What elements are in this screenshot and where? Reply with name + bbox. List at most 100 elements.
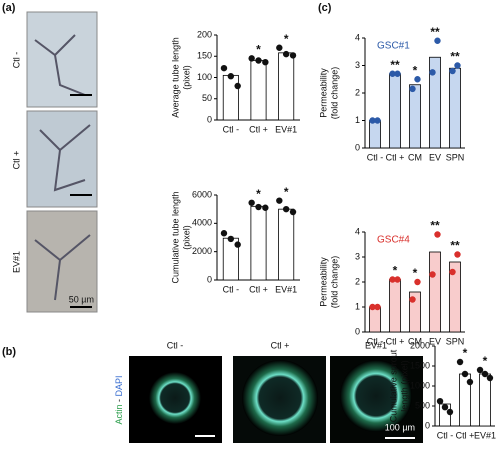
significance: * xyxy=(413,63,418,77)
y-tick-label: 3 xyxy=(355,251,360,261)
y-tick-label: 100 xyxy=(197,72,212,82)
row-label: EV#1 xyxy=(11,251,21,273)
data-point xyxy=(369,303,376,311)
data-point xyxy=(486,374,494,382)
y-tick-label: 2000 xyxy=(410,340,430,350)
data-point xyxy=(289,52,297,59)
x-tick-label: EV#1 xyxy=(474,430,496,440)
y-axis-label: Permeability xyxy=(318,257,328,307)
data-point xyxy=(429,69,436,76)
x-tick-label: Ctl - xyxy=(223,124,240,134)
data-point xyxy=(389,70,396,77)
bar xyxy=(449,261,461,333)
significance: * xyxy=(256,43,261,57)
micrographs-b: 100 µm Ctl - Ctl + EV#1 Actin - DAPI xyxy=(114,340,423,443)
col-label: Ctl + xyxy=(271,340,290,350)
x-tick-label: Ctl - xyxy=(223,284,240,294)
data-point xyxy=(409,85,416,93)
micrograph xyxy=(26,110,98,208)
data-point xyxy=(282,50,290,58)
data-point xyxy=(394,70,401,77)
data-point xyxy=(289,208,297,216)
bar xyxy=(250,60,267,121)
y-axis-label: Cumulative sprout xyxy=(388,349,398,422)
data-point xyxy=(394,276,401,283)
y-axis-label: (pixel) xyxy=(181,65,191,90)
y-tick-label: 2000 xyxy=(192,246,212,256)
y-tick-label: 1500 xyxy=(410,360,430,370)
x-tick-label: CM xyxy=(408,152,422,162)
data-point xyxy=(374,303,381,311)
data-point xyxy=(248,199,255,206)
panel-label: (a) xyxy=(2,2,16,14)
bar xyxy=(222,74,239,121)
significance: ** xyxy=(450,239,460,253)
y-axis-label: length (pixel) xyxy=(399,360,409,412)
y-tick-label: 4000 xyxy=(192,218,212,228)
data-point xyxy=(409,296,416,303)
x-tick-label: Ctl + xyxy=(456,430,475,440)
data-point xyxy=(234,241,241,248)
x-tick-label: EV xyxy=(429,336,441,346)
data-point xyxy=(255,57,262,64)
y-axis-label: (pixel) xyxy=(181,225,191,250)
significance: * xyxy=(284,185,289,199)
data-point xyxy=(454,251,461,258)
stain: Actin xyxy=(114,405,124,425)
x-tick-label: SPN xyxy=(446,336,465,346)
significance: * xyxy=(483,354,488,368)
y-tick-label: 4 xyxy=(355,32,360,42)
chart-label: GSC#1 xyxy=(377,41,410,52)
y-tick-label: 6000 xyxy=(192,189,212,199)
y-tick-label: 150 xyxy=(197,51,212,61)
data-point xyxy=(220,64,228,72)
col-label: Ctl - xyxy=(167,340,184,350)
col-label: EV#1 xyxy=(365,340,387,350)
data-point xyxy=(456,358,464,366)
data-point xyxy=(389,276,396,283)
bar xyxy=(278,52,295,121)
y-tick-label: 200 xyxy=(197,29,212,39)
bar xyxy=(479,373,491,427)
scale-label: 100 µm xyxy=(385,422,415,432)
data-point xyxy=(262,59,269,66)
data-point xyxy=(434,231,441,238)
y-axis-label: Permeability xyxy=(318,68,328,118)
micrographs-a: 50 µm Ctl - Ctl + EV#1 xyxy=(11,11,98,313)
data-point xyxy=(234,82,241,90)
data-point xyxy=(220,230,228,237)
x-tick-label: Ctl - xyxy=(367,336,384,346)
data-point xyxy=(441,404,449,411)
data-point xyxy=(374,117,381,124)
x-tick-label: EV#1 xyxy=(275,124,297,134)
y-tick-label: 1 xyxy=(355,301,360,311)
bar xyxy=(449,67,461,149)
data-point xyxy=(262,204,269,211)
stain-label: Actin - DAPI xyxy=(114,375,124,424)
x-tick-label: Ctl + xyxy=(386,336,405,346)
y-tick-label: 3 xyxy=(355,60,360,70)
stain-sep: - xyxy=(114,399,124,402)
x-tick-label: EV#1 xyxy=(275,284,297,294)
y-tick-label: 2 xyxy=(355,87,360,97)
y-axis-label: (fold change) xyxy=(329,67,339,120)
data-point xyxy=(449,268,456,276)
data-point xyxy=(414,278,421,286)
tube-sketch xyxy=(34,34,91,301)
significance: ** xyxy=(430,219,440,233)
data-point xyxy=(434,37,441,44)
bar xyxy=(369,120,381,149)
bar xyxy=(389,279,401,333)
y-tick-label: 1000 xyxy=(410,380,430,390)
data-point xyxy=(461,370,469,378)
data-point xyxy=(276,44,283,51)
x-tick-label: EV xyxy=(429,152,441,162)
significance: * xyxy=(393,264,398,278)
data-point xyxy=(481,370,489,378)
micrograph xyxy=(26,11,98,108)
y-tick-label: 0 xyxy=(207,274,212,284)
data-point xyxy=(276,197,283,204)
y-tick-label: 4 xyxy=(355,226,360,236)
data-point xyxy=(255,203,262,211)
